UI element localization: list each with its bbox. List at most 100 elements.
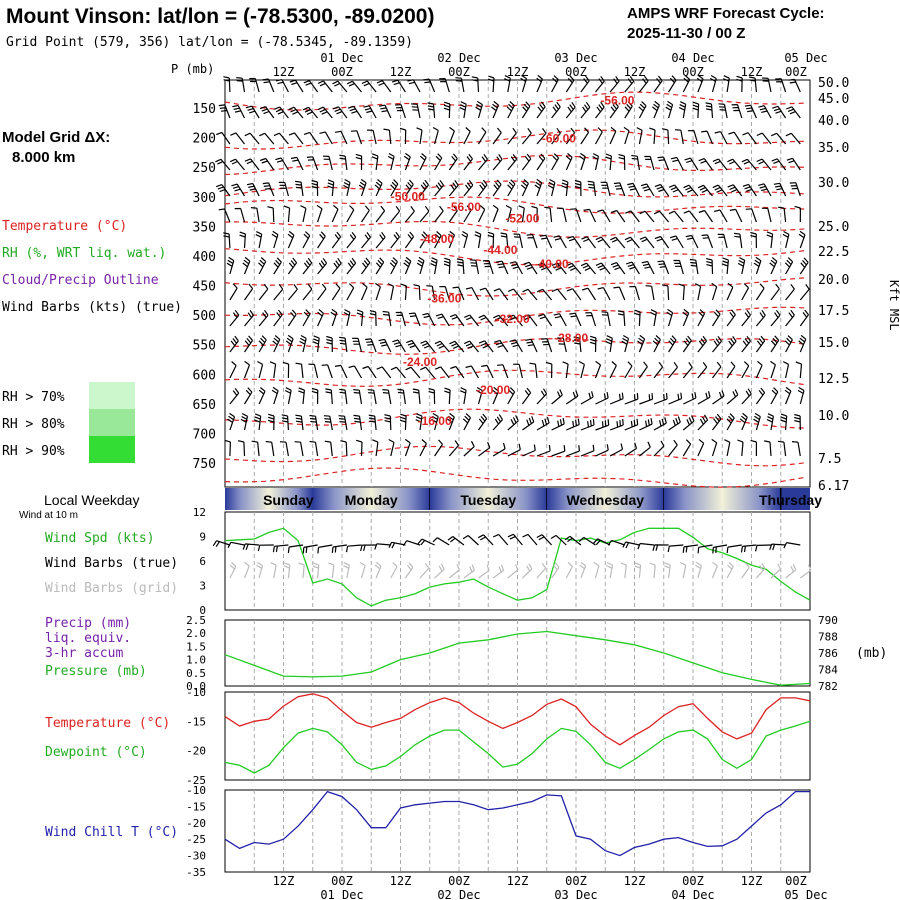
wind-barb [267, 206, 275, 223]
wind-barb [536, 444, 551, 457]
height-tick-label: 45.0 [818, 92, 849, 107]
wind-barb [463, 340, 479, 353]
wind-barb [785, 309, 795, 327]
wind-barb [420, 366, 436, 379]
wind-barb [275, 79, 289, 93]
wind-barb [463, 179, 474, 197]
wind-barb [592, 153, 600, 171]
wind-barb [714, 131, 728, 145]
contour-label: -60.00 [542, 132, 576, 146]
top-hour-label: 00Z [331, 65, 353, 79]
wind-barb [797, 386, 805, 405]
wind-barb [529, 362, 538, 379]
top-date-label: 04 Dec [671, 51, 714, 65]
wind-barb [282, 361, 290, 379]
wind-barb [350, 130, 363, 145]
pressure-tick-label: 650 [193, 398, 216, 413]
wind-barb [306, 156, 319, 171]
wind-barb [770, 360, 776, 379]
contour-label: -48.00 [420, 232, 454, 246]
wind-barb [580, 127, 590, 145]
wind-barb [678, 283, 685, 301]
wind-barb [756, 158, 772, 171]
wind-barb [244, 310, 254, 327]
wind-barb [399, 127, 407, 145]
wind-barb [670, 235, 684, 249]
wind-barb [731, 104, 743, 119]
wind-barb [215, 158, 231, 171]
wind-barb [419, 205, 430, 223]
wind-barb [565, 561, 573, 579]
wind-barb [741, 335, 751, 353]
wind-barb [422, 312, 436, 327]
wind-barb [346, 283, 355, 301]
wind-barb [637, 542, 655, 550]
pressure-panel: 0.00.51.01.52.02.5 782 784 786 788 790 [186, 614, 838, 693]
wind-barb [799, 257, 809, 275]
wind-barb [491, 100, 500, 119]
wind-barb [224, 439, 231, 457]
wind-barb [605, 153, 612, 171]
wind-barb [583, 208, 597, 223]
wind-barb [374, 179, 383, 197]
contour-label: -36.00 [427, 291, 461, 305]
top-date-label: 05 Dec [784, 51, 827, 65]
wind-barb [639, 441, 651, 457]
wind-barb [653, 361, 664, 379]
wind-barb [626, 261, 640, 275]
wind-barb [536, 74, 544, 93]
wind-barb [513, 363, 523, 379]
top-date-label: 03 Dec [554, 51, 597, 65]
wind-barb [645, 285, 655, 301]
top-hour-label: 12Z [273, 65, 295, 79]
wind-barb [325, 388, 333, 405]
wind-barb [404, 562, 414, 579]
cycle-value: 2025-11-30 / 00 Z [627, 25, 745, 42]
wind-barb [334, 130, 348, 145]
top-hour-label: 12Z [390, 65, 412, 79]
wind-barb [487, 231, 495, 249]
wind-barb [478, 564, 490, 579]
wind-barb [212, 540, 231, 548]
wind-barb [507, 564, 519, 579]
wind-barb [520, 179, 529, 197]
bottom-date-label: 02 Dec [437, 888, 480, 900]
wind-barb [218, 104, 231, 119]
pressure-line [224, 630, 811, 686]
wind-barb [368, 414, 377, 431]
wind-barb [448, 205, 458, 223]
wind-barb [338, 415, 348, 431]
wind-barb [395, 104, 406, 119]
wind-barb [287, 309, 297, 327]
wind-barb [670, 156, 684, 171]
pressure-unit-label: P (mb) [171, 62, 214, 76]
wind-barb [275, 157, 289, 171]
wind-barb [339, 388, 348, 405]
wind-barb [243, 360, 251, 379]
wind-barb [605, 335, 613, 353]
wind-barb [400, 283, 407, 301]
wind-barb [712, 184, 728, 197]
wind-barb [653, 393, 668, 405]
wind-barb [504, 75, 511, 93]
rh-80-label: RH > 80% [2, 417, 65, 432]
wind-barb [447, 536, 465, 546]
wind-barb [390, 366, 406, 379]
height-tick-label: 25.0 [818, 220, 849, 235]
wind-barb [434, 205, 444, 223]
bottom-date-label: 05 Dec [784, 888, 827, 900]
wind-barb [712, 158, 728, 171]
wind-barb [637, 334, 646, 353]
wind-barb [434, 439, 443, 457]
wind-barb [259, 157, 275, 171]
wind-barb [237, 440, 246, 457]
wind-barb [244, 132, 260, 145]
wind-barb [617, 310, 626, 327]
wind-barb [601, 311, 611, 327]
wind-barb [321, 364, 333, 379]
wind-barb [697, 361, 708, 379]
wind-barb [726, 336, 737, 353]
wind-barb [302, 544, 318, 554]
wind-barb [733, 232, 743, 249]
wind-barb [639, 393, 654, 405]
